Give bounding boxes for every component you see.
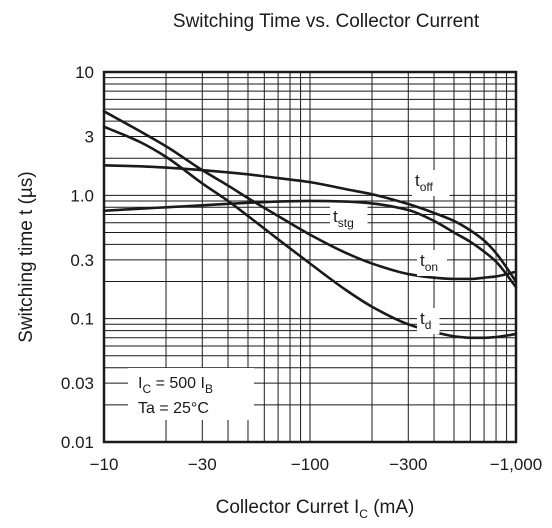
y-tick-label: 10 (75, 63, 94, 82)
series-line-on (102, 110, 518, 281)
annotation-line-2: Ta = 25°C (138, 400, 209, 417)
y-tick-label: 1.0 (70, 186, 94, 205)
tick-labels: −10 −30 −100 −300 −1,000 10 3 1.0 0.3 0.1 0.03 0.01 (61, 63, 542, 474)
x-label-sub: C (359, 507, 368, 521)
annotation-line-1: IC = 500 IB (138, 375, 213, 396)
grid (104, 72, 516, 442)
curves (102, 110, 518, 340)
x-tick-label: −300 (389, 455, 427, 474)
x-tick-label: −1,000 (490, 455, 542, 474)
series-line-d (102, 125, 518, 340)
series-label-stg: tstg (333, 207, 354, 230)
anno-ic-main: I (138, 375, 142, 392)
y-axis-label: Switching time t (µs) (16, 171, 37, 342)
y-tick-label: 3 (85, 127, 94, 146)
annotation-background (128, 368, 254, 420)
series-label-on: ton (420, 251, 438, 274)
x-label-main: Collector Curret I (216, 497, 360, 518)
x-label-unit: (mA) (368, 497, 414, 518)
chart-title: Switching Time vs. Collector Current (173, 11, 480, 32)
y-tick-label: 0.1 (70, 310, 94, 329)
series-label-bg-on (417, 250, 447, 276)
anno-ic-rest: = 500 I (151, 375, 205, 392)
x-tick-label: −10 (90, 455, 119, 474)
x-axis-label: Collector Curret IC (mA) (216, 497, 415, 521)
anno-ib-sub: B (205, 382, 213, 396)
curve-labels: toff tstg ton td (330, 170, 450, 334)
anno-ic-sub: C (142, 382, 151, 396)
annotation: IC = 500 IB Ta = 25°C (128, 368, 254, 420)
y-tick-label: 0.3 (70, 251, 94, 270)
series-label-bg-stg (330, 206, 368, 232)
plot-frame (102, 70, 518, 444)
y-tick-label: 0.03 (61, 374, 94, 393)
y-tick-label: 0.01 (61, 433, 94, 452)
series-label-bg-off (412, 170, 450, 196)
x-tick-label: −100 (291, 455, 329, 474)
series-label-off: toff (415, 171, 434, 194)
series-line-stg (102, 199, 518, 289)
series-label-bg-d (417, 308, 440, 334)
series-label-d: td (420, 309, 431, 332)
x-tick-label: −30 (188, 455, 217, 474)
